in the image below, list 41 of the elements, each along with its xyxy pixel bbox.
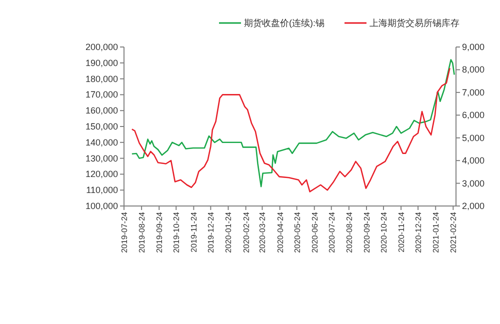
x-tick-label: 2020-09-24	[362, 211, 372, 253]
x-tick-label: 2019-07-24	[120, 211, 129, 253]
legend-label: 上海期货交易所锡库存	[370, 18, 460, 28]
x-tick-label: 2020-04-24	[276, 211, 285, 253]
x-tick-label: 2019-08-24	[138, 211, 147, 253]
x-tick-label: 2020-01-24	[224, 211, 234, 253]
y2-tick-label: 2,000	[462, 201, 485, 211]
x-tick-label: 2021-02-24	[449, 211, 458, 253]
x-tick-label: 2020-08-24	[344, 211, 354, 253]
x-tick-label: 2020-10-24	[379, 211, 388, 253]
y-tick-label: 110,000	[86, 185, 118, 196]
y-tick-label: 180,000	[85, 74, 118, 84]
y-tick-label: 190,000	[85, 58, 118, 68]
x-tick-label: 2020-11-24	[397, 211, 406, 252]
y2-tick-label: 8,000	[462, 64, 485, 75]
y2-tick-label: 5,000	[462, 132, 485, 143]
x-tick-label: 2019-12-24	[206, 211, 216, 253]
x-tick-label: 2020-07-24	[327, 211, 336, 253]
x-tick-label: 2020-02-24	[242, 211, 251, 253]
y-tick-label: 170,000	[85, 90, 118, 100]
x-tick-label: 2019-09-24	[155, 211, 164, 253]
y-tick-label: 200,000	[85, 42, 118, 52]
y2-tick-label: 6,000	[462, 110, 485, 120]
x-tick-label: 2021-01-24	[432, 211, 441, 253]
x-tick-label: 2020-03-24	[258, 211, 268, 253]
y-tick-label: 140,000	[85, 137, 118, 148]
y2-tick-label: 3,000	[462, 178, 485, 188]
x-tick-label: 2019-10-24	[172, 211, 182, 253]
y2-tick-label: 4,000	[462, 156, 485, 166]
y-tick-label: 120,000	[85, 169, 118, 180]
x-tick-label: 2020-06-24	[310, 211, 320, 253]
y2-tick-label: 9,000	[462, 42, 485, 52]
x-tick-label: 2019-11-24	[190, 211, 199, 252]
x-tick-label: 2020-12-24	[414, 211, 424, 253]
y-tick-label: 150,000	[85, 122, 118, 132]
y-tick-label: 100,000	[85, 201, 118, 211]
y-tick-label: 130,000	[85, 153, 118, 164]
y-tick-label: 160,000	[85, 106, 118, 116]
x-tick-label: 2020-05-24	[292, 211, 302, 253]
y2-tick-label: 7,000	[462, 87, 485, 98]
legend-label: 期货收盘价(连续):锡	[244, 18, 324, 28]
